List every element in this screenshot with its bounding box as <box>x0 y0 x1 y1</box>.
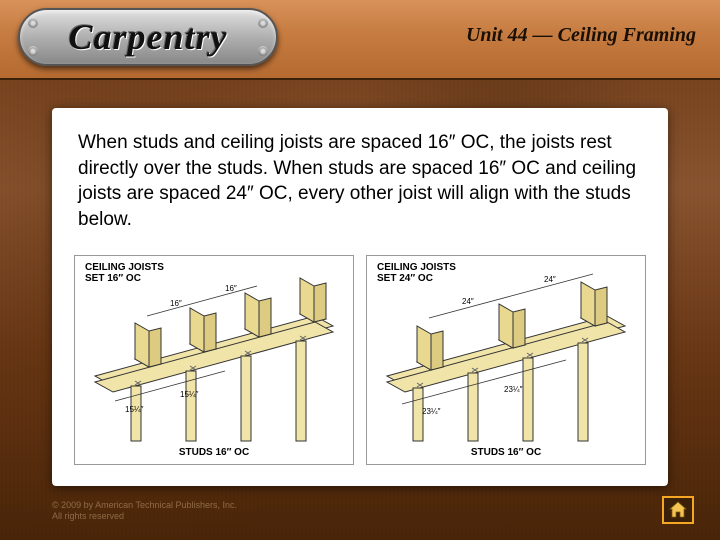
diagram-row: CEILING JOISTS SET 16″ OC <box>78 255 642 465</box>
content-panel: When studs and ceiling joists are spaced… <box>52 108 668 486</box>
diagram-right-title: CEILING JOISTS SET 24″ OC <box>377 262 456 284</box>
slide-header: Carpentry Unit 44 — Ceiling Framing <box>0 0 720 80</box>
bolt-icon <box>258 18 268 28</box>
dim-16-a: 16″ <box>170 299 182 308</box>
bolt-icon <box>28 46 38 56</box>
dim-23a: 23¼″ <box>422 407 441 416</box>
dim-23b: 23¼″ <box>504 385 523 394</box>
logo-text: Carpentry <box>68 16 227 58</box>
dim-15b: 15¼″ <box>180 390 199 399</box>
diagram-right-svg: 24″ 24″ 23¼″ 23¼″ <box>367 256 647 466</box>
bolt-icon <box>28 18 38 28</box>
dim-15a: 15¼″ <box>125 405 144 414</box>
unit-title: Unit 44 — Ceiling Framing <box>466 24 696 47</box>
diagram-left: CEILING JOISTS SET 16″ OC <box>74 255 354 465</box>
diagram-right-studs-label: STUDS 16″ OC <box>471 447 541 458</box>
home-button[interactable] <box>662 496 694 524</box>
dim-16-b: 16″ <box>225 284 237 293</box>
diagram-right: CEILING JOISTS SET 24″ OC <box>366 255 646 465</box>
home-icon <box>668 501 688 519</box>
diagram-left-title: CEILING JOISTS SET 16″ OC <box>85 262 164 284</box>
diagram-left-studs-label: STUDS 16″ OC <box>179 447 249 458</box>
copyright-text: © 2009 by American Technical Publishers,… <box>52 500 237 522</box>
diagram-left-svg: 16″ 16″ 15¼″ 15¼″ <box>75 256 355 466</box>
logo-plate: Carpentry <box>18 8 278 66</box>
bolt-icon <box>258 46 268 56</box>
dim-24-b: 24″ <box>544 275 556 284</box>
dim-24-a: 24″ <box>462 297 474 306</box>
body-text: When studs and ceiling joists are spaced… <box>78 130 642 233</box>
